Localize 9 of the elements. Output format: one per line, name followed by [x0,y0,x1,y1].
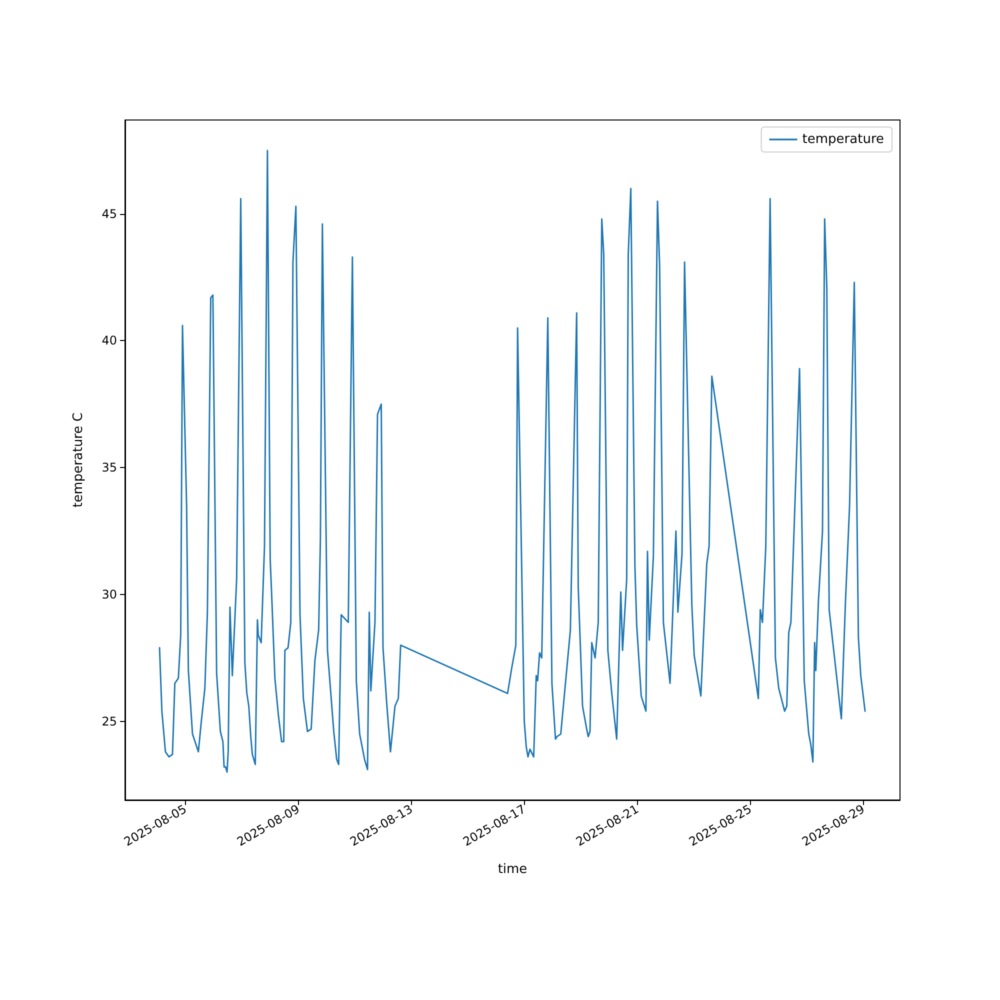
line-series [158,150,866,773]
y-tick-label: 45 [102,206,117,221]
y-tick-label: 35 [102,460,117,475]
legend-label: temperature [802,132,884,147]
y-tick-label: 25 [102,714,117,728]
y-axis-title: temperature C [71,412,86,508]
x-axis-title: time [498,862,528,877]
y-tick-label: 40 [102,334,117,348]
y-tick-label: 30 [102,587,117,602]
